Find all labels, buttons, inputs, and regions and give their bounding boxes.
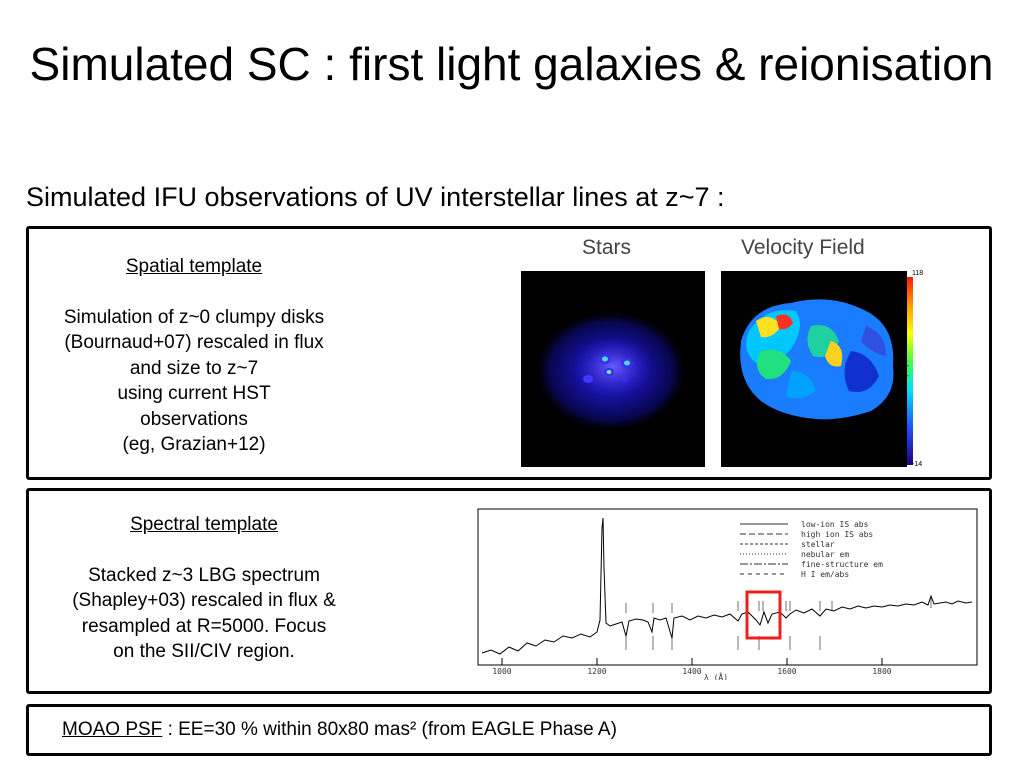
velocity-field-image <box>721 271 907 467</box>
spectrum-legend: low-ion IS abs high ion IS abs stellar n… <box>740 520 883 579</box>
slide-title-text: Simulated SC : first light galaxies & re… <box>29 38 994 90</box>
legend-stellar: stellar <box>801 540 835 549</box>
stars-label: Stars <box>582 236 632 259</box>
spatial-line-3: and size to z~7 <box>129 357 259 379</box>
x-tick-1600: 1600 <box>777 667 796 676</box>
spatial-line-1: Simulation of z~0 clumpy disks <box>63 306 325 328</box>
line-markers <box>625 598 932 650</box>
spectral-line-2: (Shapley+03) rescaled in flux & <box>72 590 336 611</box>
legend-high-ion: high ion IS abs <box>801 530 873 539</box>
psf-text: MOAO PSF : EE=30 % within 80x80 mas² (fr… <box>62 719 617 741</box>
velocity-colorbar <box>907 277 913 465</box>
spectrum-plot: low-ion IS abs high ion IS abs stellar n… <box>477 508 978 680</box>
colorbar-max-label: 118 <box>912 270 924 277</box>
spectral-line-4: on the SII/CIV region. <box>113 641 295 662</box>
colorbar-unit-label: km/s <box>901 365 908 380</box>
spectral-template-description: Spectral template Stacked z~3 LBG spectr… <box>39 512 369 665</box>
spatial-template-heading: Spatial template <box>125 256 263 277</box>
legend-fine-structure: fine-structure em <box>801 560 883 569</box>
spatial-line-6: (eg, Grazian+12) <box>122 434 266 455</box>
spatial-line-5: observations <box>140 408 248 430</box>
x-tick-1400: 1400 <box>682 667 701 676</box>
legend-nebular: nebular em <box>801 550 849 559</box>
spectral-line-1: Stacked z~3 LBG spectrum <box>88 564 320 586</box>
psf-description: : EE=30 % within 80x80 mas² (from EAGLE … <box>162 719 617 740</box>
x-tick-1000: 1000 <box>492 667 511 676</box>
legend-hi: H I em/abs <box>801 570 849 579</box>
spatial-line-4: using current HST <box>117 383 271 404</box>
stars-image <box>521 271 705 467</box>
x-tick-1800: 1800 <box>872 667 891 676</box>
legend-low-ion: low-ion IS abs <box>801 520 869 529</box>
x-tick-1200: 1200 <box>587 667 606 676</box>
spatial-template-box: Spatial template Simulation of z~0 clump… <box>26 226 992 480</box>
psf-label: MOAO PSF <box>62 719 163 740</box>
slide-title: Simulated SC : first light galaxies & re… <box>0 36 1023 92</box>
highlight-box <box>745 590 782 640</box>
spectral-template-heading: Spectral template <box>130 514 278 535</box>
slide-subtitle: Simulated IFU observations of UV interst… <box>26 182 725 212</box>
spatial-template-description: Spatial template Simulation of z~0 clump… <box>29 254 359 458</box>
spectral-line-3: resampled at R=5000. Focus <box>81 615 327 637</box>
psf-box: MOAO PSF : EE=30 % within 80x80 mas² (fr… <box>26 704 992 756</box>
colorbar-min-label: -14 <box>912 461 923 468</box>
velocity-field-label: Velocity Field <box>741 236 865 259</box>
spectrum-trace <box>481 517 973 655</box>
x-axis-label: λ (Å) <box>704 671 728 680</box>
spectral-template-box: Spectral template Stacked z~3 LBG spectr… <box>26 488 992 694</box>
spatial-line-2: (Bournaud+07) rescaled in flux <box>64 332 324 353</box>
